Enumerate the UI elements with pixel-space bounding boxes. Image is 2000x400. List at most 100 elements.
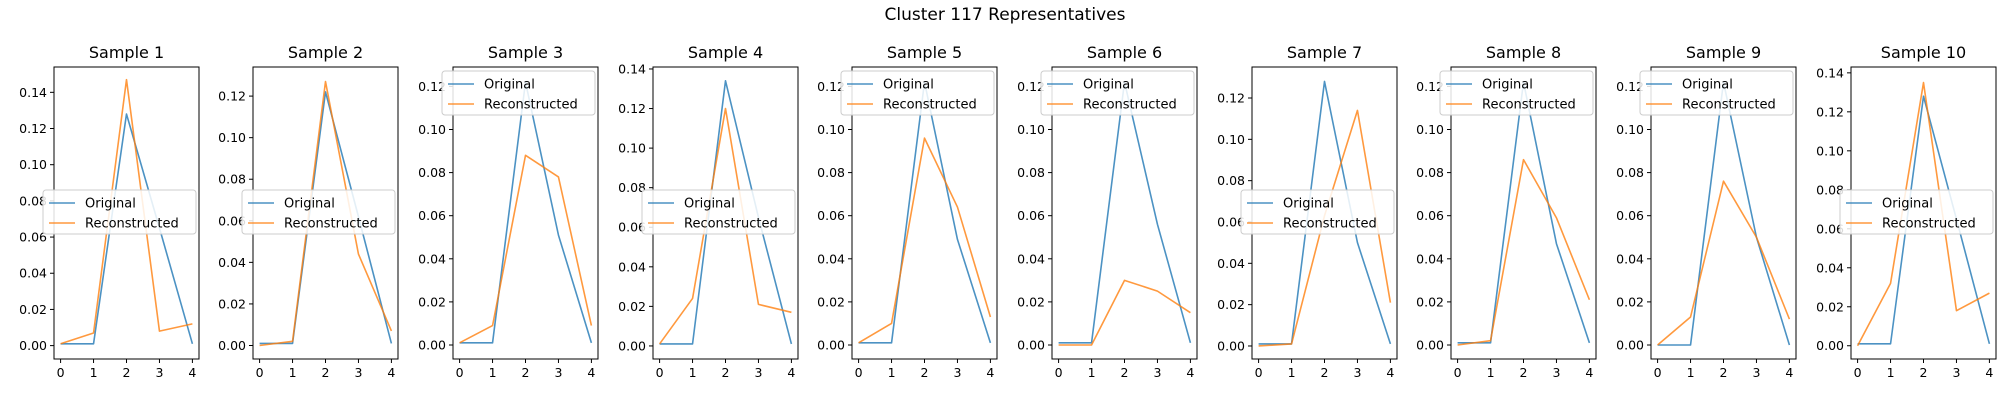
subplot-5: Sample 5 0.00 0.02 0.04 0.06 0.08 0.10 0.12 0 1 2 3… [817,43,998,380]
subplot-8: Sample 8 0.00 0.02 0.04 0.06 0.08 0.10 0.12 0 1 2 3… [1416,43,1597,380]
y-tick-label: 0.04 [817,251,845,266]
x-tick-label: 0 [855,365,863,380]
subplot-2: Sample 2 0.00 0.02 0.04 0.06 0.08 0.10 0.12 0 1 2 3… [218,43,399,380]
x-tick-label: 3 [155,365,163,380]
y-tick-label: 0.14 [618,61,646,76]
x-tick-label: 1 [1487,365,1495,380]
y-tick-label: 0.12 [1416,79,1444,94]
y-tick-label: 0.06 [19,230,47,245]
y-tick-label: 0.00 [418,337,446,352]
y-tick-label: 0.10 [1616,122,1644,137]
series-line-original [659,80,793,345]
legend-label-reconstructed: Reconstructed [1882,217,1976,232]
legend-label-reconstructed: Reconstructed [1083,98,1177,113]
x-tick-label: 4 [1386,365,1394,380]
x-tick-label: 0 [1454,365,1462,380]
y-tick-label: 0.10 [1416,122,1444,137]
x-tick-label: 0 [1854,365,1862,380]
legend-label-original: Original [1482,78,1533,93]
x-tick-label: 1 [1088,365,1096,380]
y-tick-label: 0.06 [1616,208,1644,223]
x-tick-label: 0 [456,365,464,380]
y-tick-label: 0.10 [618,141,646,156]
y-tick-label: 0.12 [1217,90,1245,105]
x-tick-label: 1 [90,365,98,380]
y-tick-label: 0.12 [1616,79,1644,94]
legend: Original Reconstructed [1439,70,1594,116]
legend-box [840,70,995,116]
legend: Original Reconstructed [1040,70,1195,116]
subplot-title: Sample 4 [688,43,763,62]
legend-label-reconstructed: Reconstructed [1682,98,1776,113]
subplot-title: Sample 9 [1686,43,1761,62]
y-tick-label: 0.00 [1416,337,1444,352]
y-tick-label: 0.00 [19,338,47,353]
legend-label-reconstructed: Reconstructed [1482,98,1576,113]
y-tick-label: 0.06 [418,208,446,223]
x-tick-label: 0 [1654,365,1662,380]
x-tick-label: 4 [188,365,196,380]
y-tick-label: 0.00 [218,338,246,353]
y-tick-label: 0.08 [1017,165,1045,180]
series-line-reconstructed [459,154,593,344]
y-tick-label: 0.08 [1816,182,1844,197]
x-tick-label: 4 [587,365,595,380]
series-line-original [60,113,194,345]
x-tick-label: 3 [1552,365,1560,380]
legend-label-original: Original [1882,197,1933,212]
y-tick-label: 0.12 [1017,79,1045,94]
y-tick-label: 0.10 [19,157,47,172]
y-tick-label: 0.04 [1616,251,1644,266]
series-line-reconstructed [1657,180,1791,346]
legend-box [641,189,796,235]
y-tick-label: 0.04 [1217,256,1245,271]
axes-frame [1450,66,1597,360]
y-tick-label: 0.02 [817,294,845,309]
x-tick-label: 2 [1920,365,1928,380]
x-tick-label: 2 [1520,365,1528,380]
x-tick-label: 2 [921,365,929,380]
legend: Original Reconstructed [1639,70,1794,116]
legend-label-original: Original [1083,78,1134,93]
x-tick-label: 4 [787,365,795,380]
y-tick-label: 0.12 [418,79,446,94]
y-tick-label: 0.04 [418,251,446,266]
legend-label-original: Original [1682,78,1733,93]
subplot-1: Sample 1 0.00 0.02 0.04 0.06 0.08 0.10 0.12 0.14… [19,43,200,380]
x-tick-label: 2 [1321,365,1329,380]
y-tick-label: 0.06 [1416,208,1444,223]
x-tick-label: 0 [57,365,65,380]
y-tick-label: 0.14 [1816,65,1844,80]
figure-title: Cluster 117 Representatives [885,5,1126,25]
y-tick-label: 0.02 [1816,299,1844,314]
subplot-4: Sample 4 0.00 0.02 0.04 0.06 0.08 0.10 0.12 0.14… [618,43,799,380]
legend-box [1639,70,1794,116]
y-tick-label: 0.02 [418,294,446,309]
subplot-title: Sample 3 [488,43,563,62]
x-tick-label: 3 [1153,365,1161,380]
series-line-reconstructed [1856,81,1990,347]
x-tick-label: 1 [489,365,497,380]
axes-frame [1650,66,1797,360]
y-tick-label: 0.08 [218,172,246,187]
legend-label-reconstructed: Reconstructed [284,217,378,232]
y-tick-label: 0.04 [218,255,246,270]
legend-label-reconstructed: Reconstructed [484,98,578,113]
legend-box [42,189,197,235]
x-tick-label: 1 [289,365,297,380]
y-tick-label: 0.02 [218,296,246,311]
legend: Original Reconstructed [42,189,197,235]
x-tick-label: 2 [1720,365,1728,380]
subplot-title: Sample 1 [89,43,164,62]
axes-frame [1051,66,1198,360]
y-tick-label: 0.06 [618,220,646,235]
y-tick-label: 0.12 [618,101,646,116]
x-tick-label: 2 [322,365,330,380]
y-tick-label: 0.08 [618,180,646,195]
subplot-6: Sample 6 0.00 0.02 0.04 0.06 0.08 0.10 0.12 0 1 2 3… [1017,43,1198,380]
y-tick-label: 0.04 [618,259,646,274]
y-tick-label: 0.06 [1017,208,1045,223]
subplot-9: Sample 9 0.00 0.02 0.04 0.06 0.08 0.10 0.12 0 1 2 3… [1616,43,1797,380]
y-tick-label: 0.04 [1816,260,1844,275]
y-tick-label: 0.02 [19,302,47,317]
